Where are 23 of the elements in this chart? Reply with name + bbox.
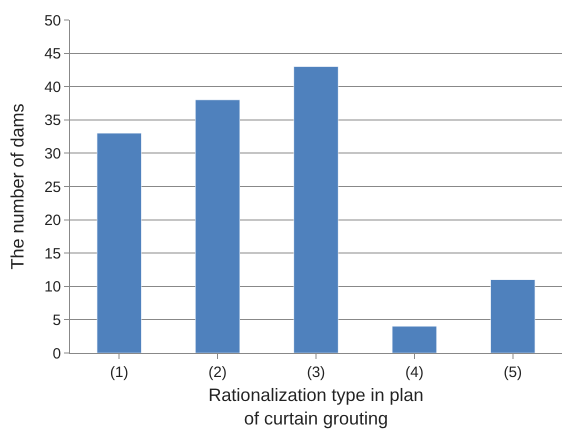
bar (490, 279, 536, 353)
y-tick-label: 0 (52, 345, 61, 362)
y-tick-label: 45 (44, 46, 61, 63)
y-tick-label: 15 (44, 245, 61, 262)
y-tick-label: 10 (44, 278, 61, 296)
y-tick-label: 35 (44, 112, 61, 130)
y-axis-title: The number of dams (8, 103, 28, 270)
bar (195, 100, 240, 353)
x-tick-label: (4) (405, 364, 424, 381)
y-tick-label: 50 (44, 12, 61, 30)
x-tick-label: (3) (306, 364, 326, 381)
bar (392, 326, 437, 353)
y-tick-label: 40 (44, 78, 61, 96)
y-tick-label: 5 (52, 312, 61, 329)
bar (96, 132, 142, 353)
y-tick-label: 25 (44, 178, 61, 196)
bar (294, 66, 338, 353)
x-axis-title: Rationalization type in plan of curtain grouting (208, 385, 424, 428)
y-tick-label: 30 (44, 145, 61, 162)
x-tick-label: (2) (208, 364, 227, 381)
y-tick-label: 20 (44, 212, 61, 230)
x-tick-label: (1) (110, 364, 128, 381)
x-tick-label: (5) (504, 364, 522, 381)
